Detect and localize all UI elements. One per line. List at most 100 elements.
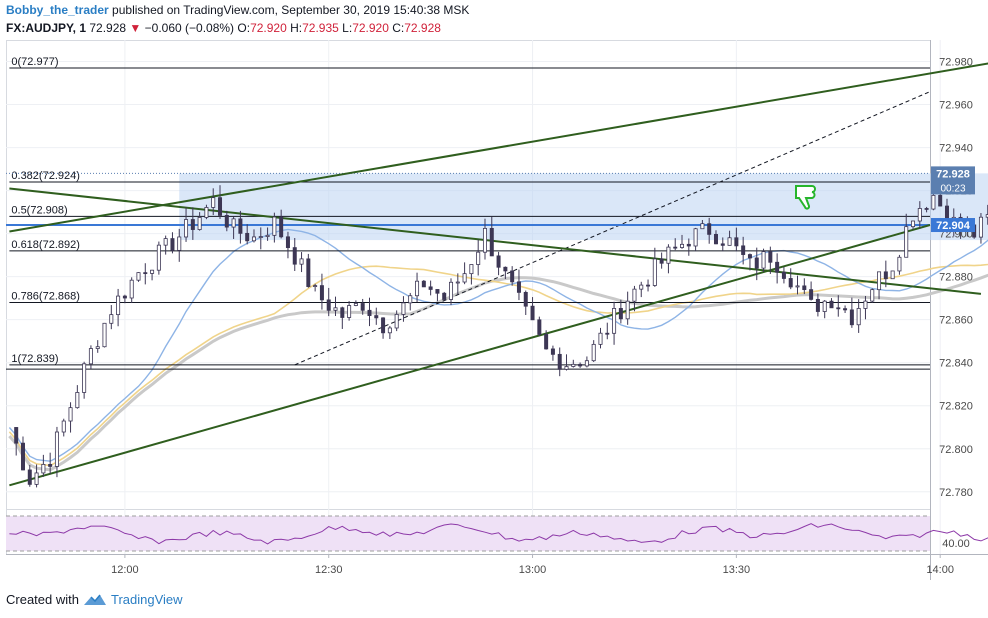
- candle-body: [462, 273, 467, 283]
- candle-body: [109, 314, 114, 324]
- close-label: C:: [392, 21, 405, 35]
- candle-body: [333, 307, 338, 311]
- fibonacci-retracement[interactable]: 0(72.977) 0.382(72.924) 0.5(72.908) 0.618(7…: [9, 56, 931, 366]
- candle-body: [14, 427, 19, 444]
- time-tick-label: 13:00: [519, 564, 547, 576]
- candle-body: [829, 300, 834, 309]
- candle-body: [632, 288, 637, 302]
- annotation-marks: [795, 185, 816, 210]
- candle-body: [231, 218, 236, 228]
- price-badge: [931, 166, 975, 195]
- candlesticks: [14, 185, 988, 488]
- rsi-line: [9, 523, 988, 545]
- candle-body: [449, 281, 454, 300]
- candle-body: [313, 285, 318, 287]
- candle-body: [190, 219, 195, 230]
- high-value: 72.935: [302, 21, 339, 35]
- author-name[interactable]: Bobby_the_trader: [6, 3, 109, 17]
- candle-body: [238, 218, 243, 234]
- candle-body: [211, 197, 216, 208]
- candle-body: [469, 264, 474, 275]
- price-tick-label: 72.860: [939, 315, 973, 327]
- candle-body: [88, 348, 93, 365]
- candle-body: [455, 281, 460, 284]
- candle-body: [170, 238, 175, 251]
- down-arrow-icon: ▼: [129, 21, 142, 35]
- symbol-info-bar: FX:AUDJPY, 1 72.928 ▼ −0.060 (−0.08%) O:…: [6, 20, 441, 36]
- candle-body: [326, 299, 331, 311]
- candle-body: [442, 292, 447, 300]
- candle-body: [836, 307, 841, 310]
- candle-body: [931, 194, 936, 210]
- candle-body: [530, 305, 535, 321]
- candle-body: [245, 232, 250, 242]
- fib-level-label: 0.618(72.892): [11, 239, 80, 251]
- candle-body: [605, 332, 610, 335]
- candle-body: [347, 305, 352, 318]
- fib-level-label: 0.786(72.868): [11, 290, 80, 302]
- candle-body: [34, 472, 39, 485]
- price-badge: [931, 218, 975, 233]
- fib-level-label: 0(72.977): [11, 56, 58, 68]
- rsi-value-label: 40.00: [942, 538, 970, 550]
- candle-body: [625, 300, 630, 320]
- candle-body: [802, 285, 807, 291]
- candle-body: [197, 217, 202, 230]
- candle-body: [258, 236, 263, 238]
- countdown-label: 00:23: [940, 183, 965, 194]
- candle-body: [612, 308, 617, 334]
- candle-body: [163, 238, 168, 246]
- candle-body: [285, 236, 290, 249]
- low-label: L:: [342, 21, 353, 35]
- candle-body: [557, 353, 562, 370]
- candle-body: [564, 366, 569, 370]
- candle-body: [700, 223, 705, 230]
- candle-body: [877, 271, 882, 291]
- price-change: −0.060 (−0.08%): [144, 21, 235, 35]
- candle-body: [747, 254, 752, 259]
- candle-body: [883, 271, 888, 280]
- time-tick-label: 13:30: [723, 564, 751, 576]
- candle-body: [734, 237, 739, 247]
- candle-body: [204, 207, 209, 218]
- candle-body: [306, 258, 311, 287]
- candle-body: [129, 279, 134, 299]
- candle-body: [503, 266, 508, 272]
- candle-body: [544, 334, 549, 350]
- candle-body: [27, 469, 32, 485]
- candle-body: [537, 319, 542, 335]
- candle-body: [319, 285, 324, 301]
- price-axis[interactable]: 72.98072.96072.94072.92072.90072.88072.8…: [931, 57, 975, 499]
- time-axis[interactable]: 12:0012:3013:0013:3014:0014:3015:0015:30…: [111, 554, 988, 576]
- rsi-band: [6, 516, 930, 551]
- candle-body: [911, 220, 916, 228]
- candle-body: [598, 332, 603, 345]
- candle-body: [924, 208, 929, 210]
- candle-body: [510, 270, 515, 283]
- price-tick-label: 72.980: [939, 57, 973, 69]
- candle-body: [618, 308, 623, 320]
- price-tick-label: 72.940: [939, 143, 973, 155]
- candle-body: [421, 280, 426, 288]
- candle-body: [496, 255, 501, 268]
- candle-body: [408, 295, 413, 304]
- created-with-text: Created with: [6, 592, 79, 607]
- descending-trendline: [9, 187, 982, 295]
- ma-blue-line: [8, 228, 988, 462]
- candle-body: [75, 392, 80, 409]
- candle-body: [904, 226, 909, 258]
- publish-header: Bobby_the_trader published on TradingVie…: [6, 2, 469, 18]
- price-tick-label: 72.840: [939, 358, 973, 370]
- last-price: 72.928: [89, 21, 127, 35]
- candle-body: [218, 197, 223, 216]
- candle-body: [292, 247, 297, 265]
- price-badge-label: 72.904: [936, 220, 971, 232]
- candle-body: [523, 291, 528, 307]
- horizontal-levels[interactable]: [6, 172, 930, 370]
- candle-body: [353, 303, 358, 306]
- fib-level-label: 0.382(72.924): [11, 170, 80, 182]
- time-tick-label: 12:00: [111, 564, 139, 576]
- tradingview-brand[interactable]: TradingView: [110, 592, 183, 607]
- candle-body: [272, 216, 277, 236]
